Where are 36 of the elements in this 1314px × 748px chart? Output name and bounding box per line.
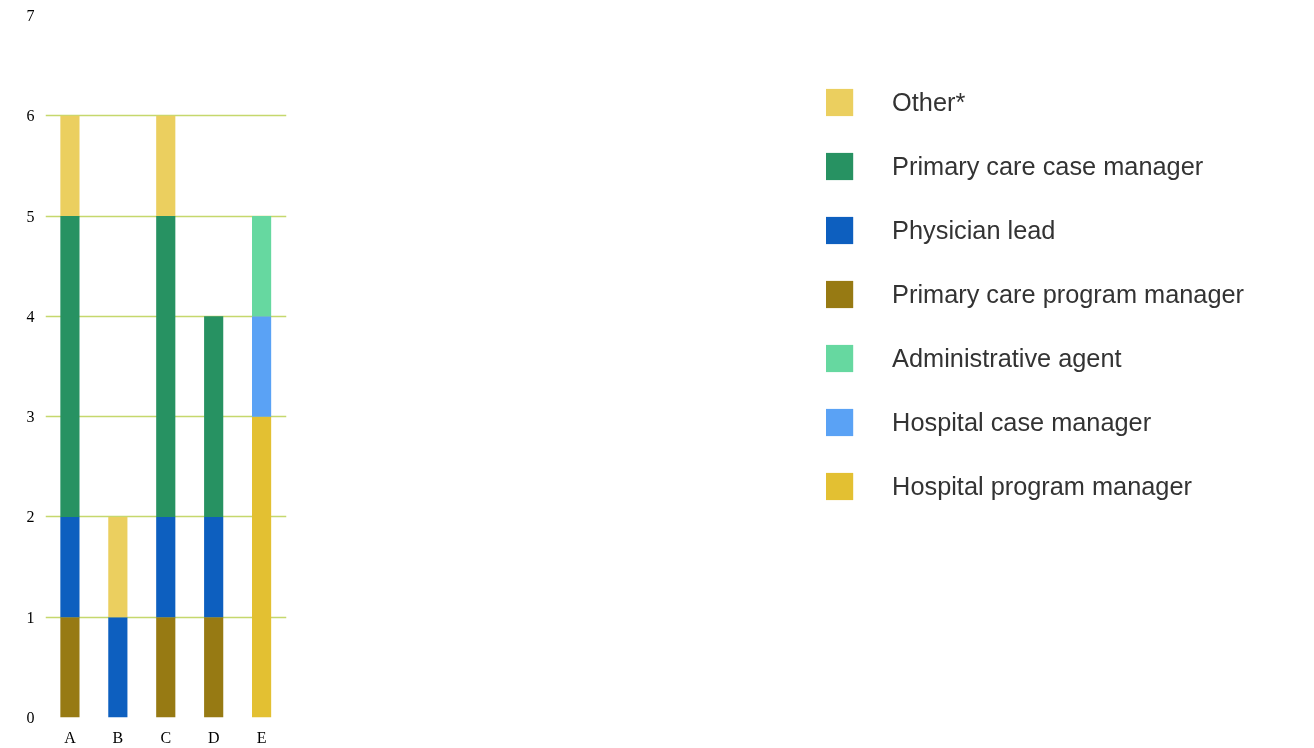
legend-label: Administrative agent bbox=[892, 343, 1122, 373]
y-tick-label: 5 bbox=[26, 207, 35, 225]
y-tick-label: 2 bbox=[26, 508, 35, 526]
x-tick-label: A bbox=[64, 728, 77, 746]
bar bbox=[252, 416, 272, 718]
y-tick-label: 7 bbox=[26, 7, 35, 24]
legend-label: Primary care program manager bbox=[892, 279, 1244, 309]
legend-label: Hospital program manager bbox=[892, 471, 1192, 501]
bar bbox=[60, 216, 80, 517]
bar bbox=[252, 316, 272, 417]
x-tick-label: B bbox=[112, 728, 124, 746]
bar bbox=[252, 216, 272, 317]
bar bbox=[108, 516, 128, 618]
y-tick-label: 1 bbox=[26, 608, 35, 626]
bar bbox=[60, 617, 80, 718]
bar bbox=[204, 516, 224, 618]
legend-label: Physician lead bbox=[892, 215, 1056, 245]
bar bbox=[204, 316, 224, 517]
bar bbox=[60, 115, 80, 217]
x-tick-label: E bbox=[256, 728, 267, 746]
bar bbox=[156, 516, 176, 618]
bar bbox=[108, 617, 128, 718]
legend-label: Primary care case manager bbox=[892, 151, 1204, 181]
x-tick-label: C bbox=[160, 728, 172, 746]
bar bbox=[156, 617, 176, 718]
legend-label: Hospital case manager bbox=[892, 407, 1152, 437]
x-tick-label: D bbox=[207, 728, 220, 746]
legend-label: Other* bbox=[892, 87, 966, 117]
y-tick-label: 3 bbox=[26, 408, 35, 426]
bar bbox=[204, 617, 224, 718]
bar bbox=[156, 115, 176, 217]
bar bbox=[60, 516, 80, 618]
y-tick-label: 4 bbox=[26, 307, 35, 325]
bar bbox=[156, 216, 176, 517]
y-tick-label: 0 bbox=[26, 709, 35, 726]
y-tick-label: 6 bbox=[26, 107, 35, 125]
